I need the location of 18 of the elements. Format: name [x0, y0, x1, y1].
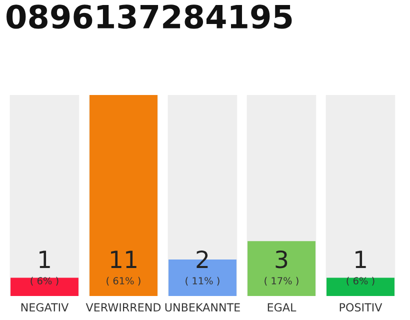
- annotation: ( 17% ): [264, 276, 298, 286]
- annotation: ( 61% ): [106, 276, 140, 286]
- x-tick-label: POSITIV: [340, 303, 382, 312]
- annotation: ( 11% ): [186, 276, 220, 286]
- data-label: 1: [40, 250, 50, 268]
- data-label: 11: [111, 250, 136, 268]
- bar: [326, 278, 394, 296]
- x-tick-label: VERWIRREND: [86, 303, 161, 312]
- x-tick-label: UNBEKANNTE: [165, 303, 240, 312]
- bar: [248, 241, 316, 296]
- data-label: 1: [356, 250, 366, 268]
- x-tick-label: EGAL: [268, 303, 296, 312]
- annotation: ( 6% ): [346, 276, 374, 286]
- x-tick-label: NEGATIV: [21, 303, 69, 312]
- chart-title: 0896137284195: [6, 4, 292, 29]
- annotation: ( 6% ): [30, 276, 58, 286]
- bar: [10, 278, 78, 296]
- data-label: 3: [276, 250, 288, 268]
